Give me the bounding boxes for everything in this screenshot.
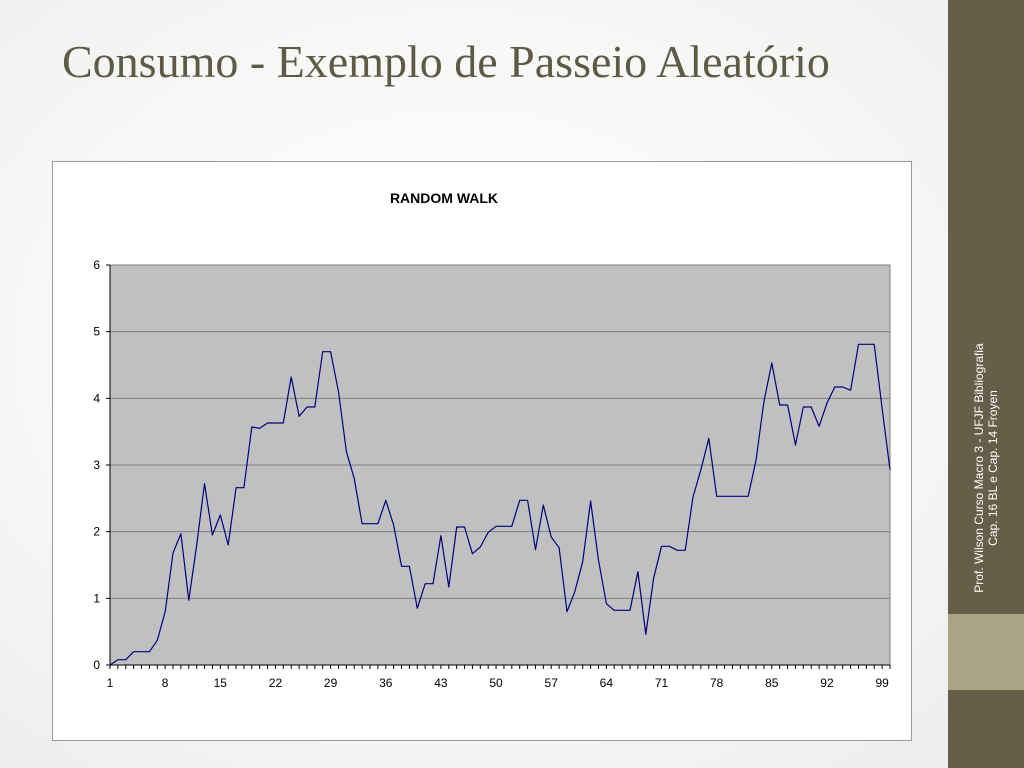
x-tick-label: 43 (434, 676, 448, 690)
x-tick-label: 57 (545, 676, 559, 690)
x-tick-label: 50 (489, 676, 503, 690)
x-tick-label: 85 (765, 676, 779, 690)
y-tick-label: 1 (93, 591, 100, 605)
x-tick-label: 22 (269, 676, 283, 690)
chart-title: RANDOM WALK (390, 190, 498, 206)
slide-title: Consumo - Exemplo de Passeio Aleatório (62, 36, 830, 87)
y-axis: 0 1 2 3 4 5 6 (93, 258, 111, 672)
series-line (109, 343, 891, 666)
x-tick-label: 8 (162, 676, 169, 690)
series-group (109, 343, 891, 666)
y-tick-label: 5 (93, 325, 100, 339)
y-tick-label: 4 (93, 391, 100, 405)
x-tick-label: 92 (820, 676, 834, 690)
y-tick-label: 2 (93, 525, 100, 539)
y-tick-label: 3 (93, 458, 100, 472)
x-axis: 1 8 15 22 29 36 43 50 57 64 71 78 85 92 99 (107, 664, 891, 690)
x-tick-label: 71 (655, 676, 669, 690)
x-tick-label: 29 (324, 676, 338, 690)
x-tick-label: 36 (379, 676, 393, 690)
side-note: Prof. Wilson Curso Macro 3 - UFJF Biblio… (972, 343, 1000, 593)
x-tick-label: 64 (600, 676, 614, 690)
y-tick-label: 6 (93, 258, 100, 272)
x-tick-label: 15 (214, 676, 228, 690)
y-tick-label: 0 (93, 658, 100, 672)
side-accent-block (948, 614, 1024, 690)
x-tick-label: 99 (875, 676, 889, 690)
x-tick-label: 1 (107, 676, 114, 690)
x-tick-label: 78 (710, 676, 724, 690)
